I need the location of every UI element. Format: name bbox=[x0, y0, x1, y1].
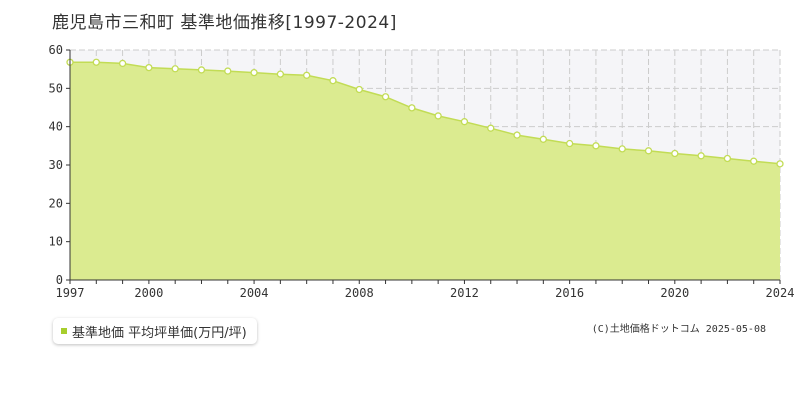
data-point bbox=[539, 135, 547, 143]
y-tick-label: 50 bbox=[49, 81, 63, 95]
data-point bbox=[487, 124, 495, 132]
marker-layer bbox=[66, 58, 784, 168]
y-tick-label: 60 bbox=[49, 43, 63, 57]
data-point bbox=[303, 71, 311, 79]
data-point bbox=[671, 149, 679, 158]
data-point bbox=[92, 58, 100, 66]
x-tick-label: 2000 bbox=[134, 286, 163, 300]
data-point bbox=[776, 160, 784, 168]
data-point bbox=[171, 65, 179, 73]
x-tick-label: 2012 bbox=[450, 286, 479, 300]
data-point bbox=[618, 145, 626, 153]
price-chart: 0 10 20 30 40 50 60 1997 2000 2004 2008 2012 2016 202… bbox=[49, 43, 795, 300]
x-tick-label: 2016 bbox=[555, 286, 584, 300]
data-point bbox=[381, 93, 390, 101]
data-point bbox=[408, 104, 416, 112]
data-point bbox=[145, 63, 153, 72]
data-point bbox=[250, 68, 258, 77]
data-point bbox=[118, 59, 127, 68]
page-title: 鹿児島市三和町 基準地価推移[1997-2024] bbox=[52, 13, 397, 33]
area-fill bbox=[70, 62, 780, 280]
data-point bbox=[592, 142, 600, 150]
data-point bbox=[434, 112, 442, 120]
x-tick-label: 1997 bbox=[56, 286, 85, 300]
y-tick-label: 0 bbox=[56, 273, 63, 287]
x-tick-label: 2024 bbox=[766, 286, 795, 300]
data-point bbox=[644, 147, 653, 155]
data-point bbox=[224, 67, 232, 75]
data-point bbox=[723, 154, 732, 163]
series-line bbox=[70, 61, 781, 165]
y-tick-label: 30 bbox=[49, 158, 63, 172]
tick-label-layer: 0 10 20 30 40 50 60 1997 2000 2004 2008 2012 2016 202… bbox=[49, 43, 795, 300]
data-point bbox=[565, 139, 574, 148]
data-point bbox=[750, 157, 758, 165]
data-point bbox=[697, 152, 705, 160]
x-tick-label: 2020 bbox=[660, 286, 689, 300]
y-tick-label: 20 bbox=[49, 196, 63, 210]
data-point bbox=[329, 77, 337, 85]
x-tick-label: 2008 bbox=[345, 286, 374, 300]
data-point bbox=[276, 70, 285, 78]
legend-label: 基準地価 平均坪単価(万円/坪) bbox=[72, 325, 247, 341]
y-tick-label: 10 bbox=[49, 235, 63, 249]
data-point bbox=[460, 118, 469, 126]
y-tick-label: 40 bbox=[49, 120, 63, 134]
axis-layer bbox=[66, 49, 781, 284]
legend-swatch bbox=[61, 328, 67, 334]
x-tick-label: 2004 bbox=[240, 286, 269, 300]
data-point bbox=[197, 66, 206, 74]
data-point bbox=[355, 85, 363, 94]
data-point bbox=[513, 131, 521, 139]
copyright-text: (C)土地価格ドットコム 2025-05-08 bbox=[591, 324, 766, 335]
chart-legend: 基準地価 平均坪単価(万円/坪) bbox=[53, 318, 257, 344]
